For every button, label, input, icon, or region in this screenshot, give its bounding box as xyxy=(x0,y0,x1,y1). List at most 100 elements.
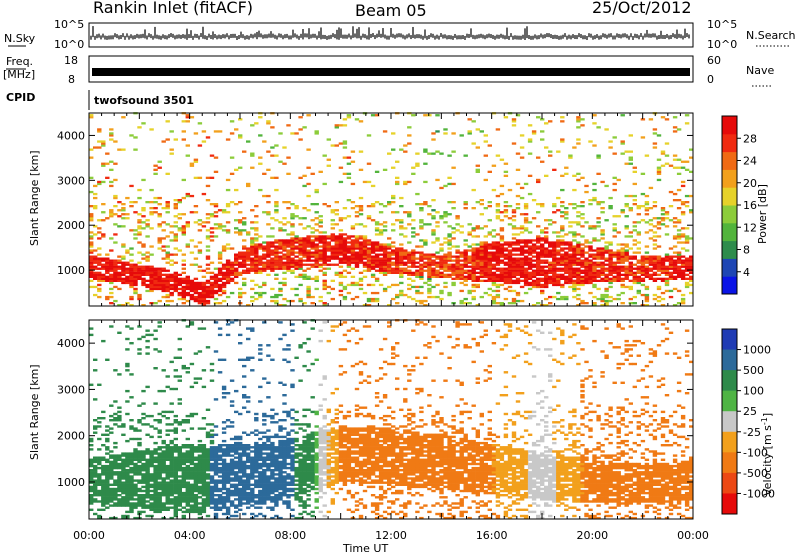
heatmap-cell xyxy=(109,500,114,503)
heatmap-cell xyxy=(105,491,110,495)
heatmap-cell xyxy=(282,255,287,258)
heatmap-cell xyxy=(129,460,134,464)
heatmap-cell xyxy=(652,273,658,276)
heatmap-cell xyxy=(608,281,613,285)
heatmap-cell xyxy=(584,261,589,264)
heatmap-cell xyxy=(133,456,138,459)
heatmap-cell xyxy=(435,150,440,153)
heatmap-cell xyxy=(258,247,263,250)
heatmap-cell xyxy=(189,460,195,464)
heatmap-cell xyxy=(338,180,344,184)
heatmap-cell xyxy=(177,356,182,359)
heatmap-cell xyxy=(523,217,529,220)
heatmap-cell xyxy=(117,215,122,218)
heatmap-cell xyxy=(89,485,94,489)
heatmap-cell xyxy=(169,439,174,443)
heatmap-cell xyxy=(89,205,94,208)
heatmap-cell xyxy=(125,454,130,457)
heatmap-cell xyxy=(548,241,553,244)
heatmap-cell xyxy=(101,433,106,436)
heatmap-cell xyxy=(181,481,186,484)
heatmap-cell xyxy=(169,429,174,432)
heatmap-cell xyxy=(137,452,142,455)
heatmap-cell xyxy=(612,235,617,238)
heatmap-cell xyxy=(250,269,255,272)
heatmap-cell xyxy=(544,174,549,177)
heatmap-cell xyxy=(588,265,593,268)
heatmap-cell xyxy=(346,249,352,252)
heatmap-cell xyxy=(141,227,146,230)
heatmap-cell xyxy=(600,180,605,184)
heatmap-cell xyxy=(395,261,400,264)
heatmap-cell xyxy=(540,273,545,276)
heatmap-cell xyxy=(125,275,130,278)
heatmap-cell xyxy=(193,456,199,459)
heatmap-cell xyxy=(435,178,440,182)
heatmap-cell xyxy=(205,257,211,260)
heatmap-cell xyxy=(507,279,513,282)
heatmap-cell xyxy=(600,265,605,268)
heatmap-cell xyxy=(527,251,533,254)
heatmap-cell xyxy=(173,473,178,476)
heatmap-cell xyxy=(181,225,186,228)
heatmap-cell xyxy=(366,249,372,252)
heatmap-cell xyxy=(193,506,199,509)
heatmap-cell xyxy=(157,321,162,324)
heatmap-cell xyxy=(105,275,110,278)
heatmap-cell xyxy=(113,473,118,476)
heatmap-cell xyxy=(221,275,227,278)
heatmap-cell xyxy=(193,446,199,449)
heatmap-cell xyxy=(246,255,251,258)
colorbar-segment xyxy=(722,133,737,153)
heatmap-cell xyxy=(185,291,190,295)
heatmap-cell xyxy=(141,510,146,514)
colorbar-segment xyxy=(722,151,737,170)
heatmap-cell xyxy=(652,279,658,282)
heatmap-cell xyxy=(479,253,484,256)
heatmap-cell xyxy=(479,243,484,246)
heatmap-cell xyxy=(544,279,549,282)
heatmap-cell xyxy=(370,241,376,244)
heatmap-cell xyxy=(499,235,505,238)
heatmap-cell xyxy=(197,512,203,516)
heatmap-cell xyxy=(189,414,195,418)
heatmap-cell xyxy=(548,279,553,282)
heatmap-cell xyxy=(672,245,678,248)
heatmap-cell xyxy=(137,273,142,276)
heatmap-cell xyxy=(177,491,182,495)
heatmap-cell xyxy=(306,263,311,266)
heatmap-cell xyxy=(197,223,203,226)
heatmap-cell xyxy=(234,281,239,285)
heatmap-cell xyxy=(660,261,666,264)
heatmap-cell xyxy=(173,414,178,418)
heatmap-cell xyxy=(415,273,420,276)
heatmap-cell xyxy=(656,287,662,291)
heatmap-cell xyxy=(588,255,593,258)
heatmap-cell xyxy=(246,251,251,254)
heatmap-cell xyxy=(326,205,331,208)
heatmap-cell xyxy=(97,128,102,131)
heatmap-cell xyxy=(326,138,331,141)
heatmap-cell xyxy=(503,271,509,274)
heatmap-cell xyxy=(447,253,452,256)
heatmap-cell xyxy=(290,251,295,254)
heatmap-cell xyxy=(149,452,154,455)
heatmap-cell xyxy=(540,118,545,121)
heatmap-cell xyxy=(153,452,158,455)
heatmap-cell xyxy=(560,227,565,230)
heatmap-cell xyxy=(370,273,376,276)
heatmap-cell xyxy=(101,456,106,459)
heatmap-cell xyxy=(684,277,690,280)
heatmap-cell xyxy=(644,265,650,268)
heatmap-cell xyxy=(596,239,601,242)
heatmap-cell xyxy=(338,251,344,254)
heatmap-cell xyxy=(644,269,650,272)
heatmap-cell xyxy=(189,504,195,507)
heatmap-cell xyxy=(439,265,444,268)
heatmap-cell xyxy=(330,279,335,282)
heatmap-cell xyxy=(624,243,629,246)
heatmap-cell xyxy=(423,114,428,117)
heatmap-cell xyxy=(157,267,162,270)
heatmap-cell xyxy=(302,237,307,240)
heatmap-cell xyxy=(109,489,114,493)
